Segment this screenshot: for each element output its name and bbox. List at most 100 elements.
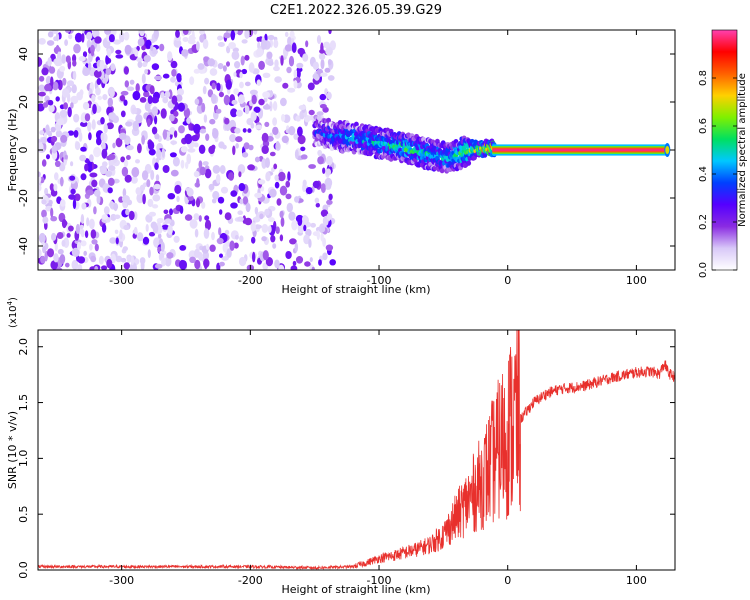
noise-cell xyxy=(211,198,217,204)
noise-cell xyxy=(153,30,159,40)
noise-cell xyxy=(179,205,184,214)
noise-cell xyxy=(285,193,292,200)
noise-cell xyxy=(194,228,199,238)
noise-cell xyxy=(86,39,92,49)
noise-cell xyxy=(65,262,70,268)
noise-cell xyxy=(93,69,102,78)
noise-cell xyxy=(244,54,250,61)
noise-cell xyxy=(136,57,143,63)
noise-cell xyxy=(160,92,165,99)
noise-cell xyxy=(51,30,59,34)
noise-cell xyxy=(202,39,209,49)
noise-cell xyxy=(161,224,170,230)
noise-cell xyxy=(80,173,87,181)
noise-cell xyxy=(293,69,298,78)
noise-cell xyxy=(212,190,220,200)
noise-cell xyxy=(278,171,286,182)
noise-cell xyxy=(204,77,210,85)
noise-cell xyxy=(50,260,58,270)
noise-cell xyxy=(323,41,331,49)
noise-cell xyxy=(207,58,216,67)
noise-cell xyxy=(322,252,328,261)
noise-cell xyxy=(75,223,80,235)
snr-x-label: Height of straight line (km) xyxy=(281,583,430,596)
spectrogram-x-label: Height of straight line (km) xyxy=(281,283,430,296)
noise-cell xyxy=(258,98,265,106)
noise-cell xyxy=(162,96,169,104)
signal-band xyxy=(492,153,669,156)
noise-cell xyxy=(152,223,159,234)
noise-cell xyxy=(97,66,101,72)
noise-cell xyxy=(55,44,60,54)
noise-cell xyxy=(287,87,296,93)
noise-cell xyxy=(326,213,333,221)
noise-cell xyxy=(273,39,279,48)
noise-cell xyxy=(230,202,238,209)
noise-cell xyxy=(139,97,147,103)
noise-cell xyxy=(90,255,97,263)
noise-cell xyxy=(242,128,247,133)
noise-cell xyxy=(279,210,284,219)
noise-cell xyxy=(145,223,149,232)
noise-cell xyxy=(289,30,295,39)
noise-cell xyxy=(80,121,88,127)
noise-cell xyxy=(123,224,130,231)
noise-cell xyxy=(208,183,215,191)
noise-cell xyxy=(320,183,326,194)
noise-cell xyxy=(153,183,161,190)
noise-cell xyxy=(280,55,284,66)
noise-cell xyxy=(250,122,255,129)
noise-cell xyxy=(217,63,224,70)
noise-cell xyxy=(154,115,158,125)
noise-cell xyxy=(102,94,108,101)
noise-cell xyxy=(49,183,55,192)
noise-cell xyxy=(317,156,324,165)
noise-cell xyxy=(174,184,182,194)
noise-cell xyxy=(172,156,180,167)
noise-cell xyxy=(64,154,68,160)
noise-cell xyxy=(54,172,59,181)
noise-cell xyxy=(312,180,320,189)
noise-cell xyxy=(302,215,308,224)
noise-cell xyxy=(203,260,208,270)
noise-cell xyxy=(169,126,176,135)
noise-cell xyxy=(307,82,315,91)
colorbar-tick-label: 0.4 xyxy=(698,166,709,182)
noise-cell xyxy=(262,72,271,79)
noise-cell xyxy=(249,89,258,96)
noise-cell xyxy=(135,187,142,196)
noise-cell xyxy=(293,133,299,140)
noise-cell xyxy=(94,243,99,252)
snr-scale-exponent: 4 xyxy=(6,300,14,305)
noise-cell xyxy=(99,166,107,175)
noise-cell xyxy=(297,126,303,137)
noise-cell xyxy=(191,30,195,42)
noise-cell xyxy=(295,255,304,264)
noise-cell xyxy=(209,118,216,125)
noise-cell xyxy=(254,224,262,230)
noise-cell xyxy=(199,166,206,176)
noise-cell xyxy=(239,71,243,79)
noise-cell xyxy=(103,123,108,134)
noise-cell xyxy=(162,73,170,79)
noise-cell xyxy=(235,109,243,117)
noise-cell xyxy=(203,56,209,63)
noise-cell xyxy=(66,233,71,238)
noise-cell xyxy=(150,44,154,51)
noise-cell xyxy=(300,154,308,160)
noise-cell xyxy=(186,188,194,197)
noise-cell xyxy=(215,108,222,114)
noise-cell xyxy=(155,174,160,182)
noise-cell xyxy=(126,145,134,151)
noise-cell xyxy=(316,111,324,116)
noise-cell xyxy=(39,130,45,136)
noise-cell xyxy=(86,189,94,196)
noise-cell xyxy=(151,126,158,135)
noise-cell xyxy=(238,256,247,267)
noise-cell xyxy=(144,69,149,75)
noise-cell xyxy=(92,103,97,115)
noise-cell xyxy=(203,228,210,239)
noise-cell xyxy=(311,266,315,270)
noise-cell xyxy=(90,49,95,57)
snr-frame xyxy=(37,329,676,571)
